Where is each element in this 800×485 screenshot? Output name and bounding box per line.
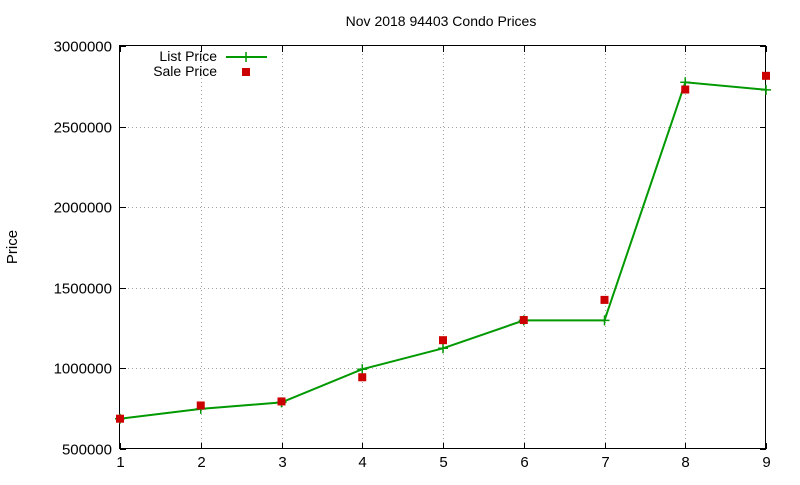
legend-label-sale-price: Sale Price: [153, 63, 217, 79]
data-point-list-price: [357, 364, 368, 375]
data-point-sale-price: [600, 295, 609, 304]
y-tick-label: 2000000: [54, 200, 112, 217]
data-point-list-price: [438, 343, 448, 354]
series-sale-price: [116, 71, 770, 423]
x-tick-label: 7: [601, 454, 609, 471]
x-tick-label: 4: [358, 454, 366, 471]
data-point-sale-price: [277, 397, 286, 406]
data-point-list-price: [761, 84, 771, 95]
x-tick-label: 3: [278, 454, 286, 471]
legend-entry-list-price: List Price: [159, 48, 267, 64]
y-axis-label: Price: [4, 230, 21, 264]
x-tick-label: 1: [116, 454, 124, 471]
y-tick-label: 1500000: [54, 281, 112, 298]
data-point-sale-price: [116, 414, 124, 423]
y-tick-label: 1000000: [54, 361, 112, 378]
x-tick-label: 8: [681, 454, 689, 471]
plot-frame: [119, 45, 766, 449]
legend-marker-list-price: [241, 52, 251, 62]
y-tick-label: 3000000: [54, 39, 112, 56]
data-point-sale-price: [358, 373, 367, 382]
x-tick-label: 2: [197, 454, 205, 471]
x-tick-label: 9: [762, 454, 770, 471]
data-point-sale-price: [439, 336, 447, 345]
series: [115, 71, 771, 424]
legend-entry-sale-price: Sale Price: [153, 63, 250, 79]
y-axis-ticks: 500000 1000000 1500000 2000000 2500000 300000…: [54, 39, 766, 459]
data-point-sale-price: [196, 401, 205, 410]
data-point-sale-price: [681, 85, 690, 94]
grid: [120, 46, 766, 449]
data-point-sale-price: [762, 71, 770, 80]
data-point-sale-price: [519, 316, 528, 325]
x-tick-label: 6: [520, 454, 528, 471]
y-tick-label: 2500000: [54, 120, 112, 137]
data-point-list-price: [599, 315, 610, 326]
y-tick-label: 500000: [62, 442, 112, 459]
legend-marker-sale-price: [242, 68, 250, 76]
chart-title: Nov 2018 94403 Condo Prices: [346, 13, 537, 29]
x-axis-ticks: 1 2 3 4 5 6 7 8 9: [116, 46, 771, 471]
legend: List Price Sale Price: [153, 48, 267, 79]
x-tick-label: 5: [439, 454, 447, 471]
legend-label-list-price: List Price: [159, 48, 217, 64]
